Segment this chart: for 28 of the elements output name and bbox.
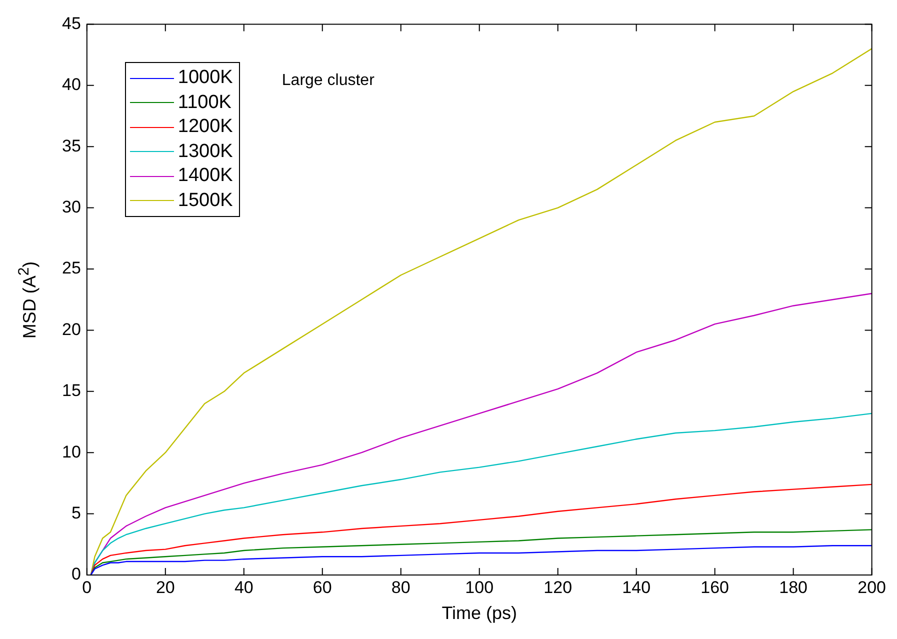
y-tick-label: 40 — [62, 75, 81, 94]
x-tick-label: 20 — [156, 578, 175, 597]
x-tick-label: 60 — [312, 578, 332, 597]
legend-label: 1300K — [178, 140, 233, 164]
annotation: Large cluster — [282, 72, 374, 90]
x-tick-label: 120 — [544, 578, 572, 597]
x-tick-label: 160 — [700, 578, 730, 597]
x-tick-label: 200 — [858, 578, 886, 597]
y-tick-label: 25 — [62, 258, 81, 278]
y-tick-label: 5 — [71, 503, 81, 522]
y-tick-label: 15 — [62, 381, 81, 400]
legend-label: 1200K — [178, 115, 233, 140]
legend-label: 1500K — [178, 188, 233, 213]
x-tick-label: 80 — [391, 578, 410, 597]
x-tick-label: 100 — [465, 578, 494, 597]
x-tick-label: 140 — [622, 578, 651, 597]
x-tick-label: 40 — [234, 578, 254, 597]
y-tick-label: 45 — [62, 14, 81, 33]
y-tick-label: 0 — [71, 564, 81, 584]
x-axis-title: Time (ps) — [442, 603, 518, 624]
x-tick-label: 180 — [779, 578, 808, 597]
y-tick-label: 10 — [62, 442, 81, 462]
legend-label: 1000K — [178, 66, 233, 90]
legend-label: 1400K — [178, 164, 233, 188]
legend-label: 1100K — [178, 90, 232, 115]
y-tick-label: 35 — [62, 136, 81, 156]
y-tick-label: 30 — [62, 197, 81, 216]
y-tick-label: 20 — [62, 320, 81, 339]
